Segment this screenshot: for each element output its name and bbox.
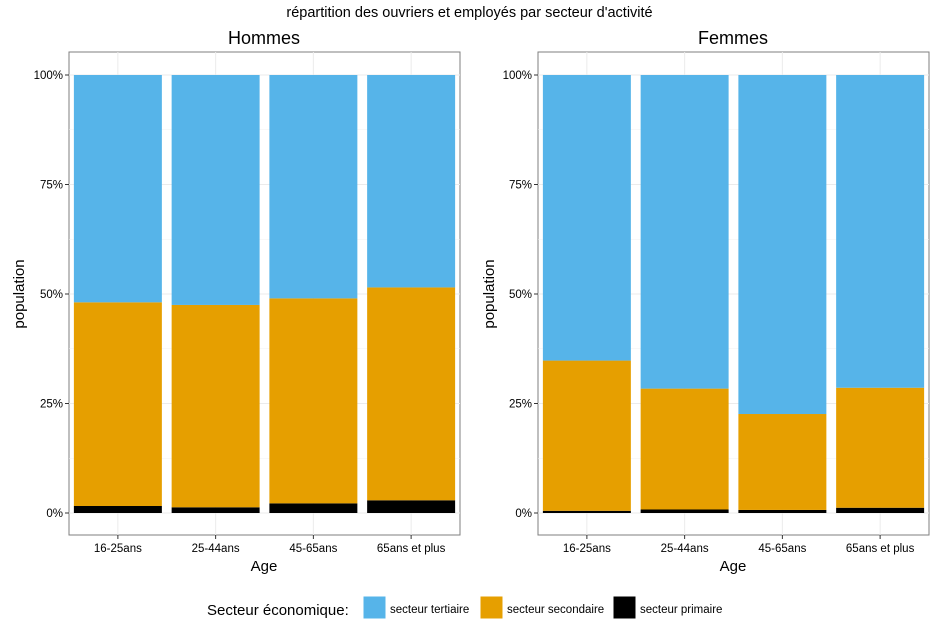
bar-segment xyxy=(640,75,729,389)
legend: Secteur économique: secteur tertiaire sect… xyxy=(207,595,722,620)
x-tick-label: 45-65ans xyxy=(758,543,806,555)
bar-segment xyxy=(542,360,631,511)
x-tick-label: 65ans et plus xyxy=(377,543,446,555)
legend-key xyxy=(362,595,387,620)
y-tick-label: 100% xyxy=(503,70,532,82)
y-tick-label: 0% xyxy=(46,508,63,520)
legend-key xyxy=(479,595,504,620)
bar-segment xyxy=(836,507,925,513)
bar-segment xyxy=(836,387,925,508)
y-tick-label: 100% xyxy=(34,70,63,82)
bar-segment xyxy=(269,503,358,513)
bar-segment xyxy=(269,75,358,299)
chart-panel-0: 0% 25% 50% 75% 100% 16-25ans 25-44ans 45-65ans 6… xyxy=(11,28,461,575)
bar-segment xyxy=(738,75,827,415)
x-axis-label: Age xyxy=(251,558,278,575)
x-axis-label: Age xyxy=(720,558,747,575)
bar-segment xyxy=(542,510,631,513)
figure-title: répartition des ouvriers et employés par… xyxy=(286,5,652,21)
legend-title: Secteur économique: xyxy=(207,602,349,619)
bar-segment xyxy=(367,500,456,513)
bar-segment xyxy=(367,75,456,288)
x-tick-label: 25-44ans xyxy=(661,543,709,555)
bar-segment xyxy=(738,509,827,513)
y-axis-label: population xyxy=(11,259,28,328)
y-tick-label: 50% xyxy=(40,289,63,301)
y-tick-label: 25% xyxy=(40,399,63,411)
x-tick-label: 25-44ans xyxy=(192,543,240,555)
bar-segment xyxy=(367,287,456,501)
y-tick-label: 25% xyxy=(509,399,532,411)
bar-segment xyxy=(640,388,729,510)
bar-segment xyxy=(836,75,925,388)
y-tick-label: 50% xyxy=(509,289,532,301)
legend-label: secteur primaire xyxy=(640,604,722,616)
y-tick-label: 75% xyxy=(509,180,532,192)
bar-segment xyxy=(171,304,260,508)
bar-segment xyxy=(542,75,631,361)
x-tick-label: 65ans et plus xyxy=(846,543,915,555)
bar-segment xyxy=(73,302,162,506)
y-axis-label: population xyxy=(481,259,498,328)
legend-label: secteur tertiaire xyxy=(390,604,469,616)
legend-key xyxy=(612,595,637,620)
bar-segment xyxy=(171,75,260,305)
bar-segment xyxy=(73,75,162,303)
panel-title: Femmes xyxy=(698,28,768,48)
panel-title: Hommes xyxy=(228,28,300,48)
bar-segment xyxy=(640,509,729,513)
x-tick-label: 45-65ans xyxy=(289,543,337,555)
bar-segment xyxy=(738,414,827,510)
y-tick-label: 75% xyxy=(40,180,63,192)
bar-segment xyxy=(171,507,260,513)
chart-panel-1: 0% 25% 50% 75% 100% 16-25ans 25-44ans 45-65ans 6… xyxy=(481,28,930,575)
bar-segment xyxy=(269,298,358,504)
bar-segment xyxy=(73,505,162,513)
x-tick-label: 16-25ans xyxy=(94,543,142,555)
y-tick-label: 0% xyxy=(515,508,532,520)
x-tick-label: 16-25ans xyxy=(563,543,611,555)
legend-label: secteur secondaire xyxy=(507,604,604,616)
